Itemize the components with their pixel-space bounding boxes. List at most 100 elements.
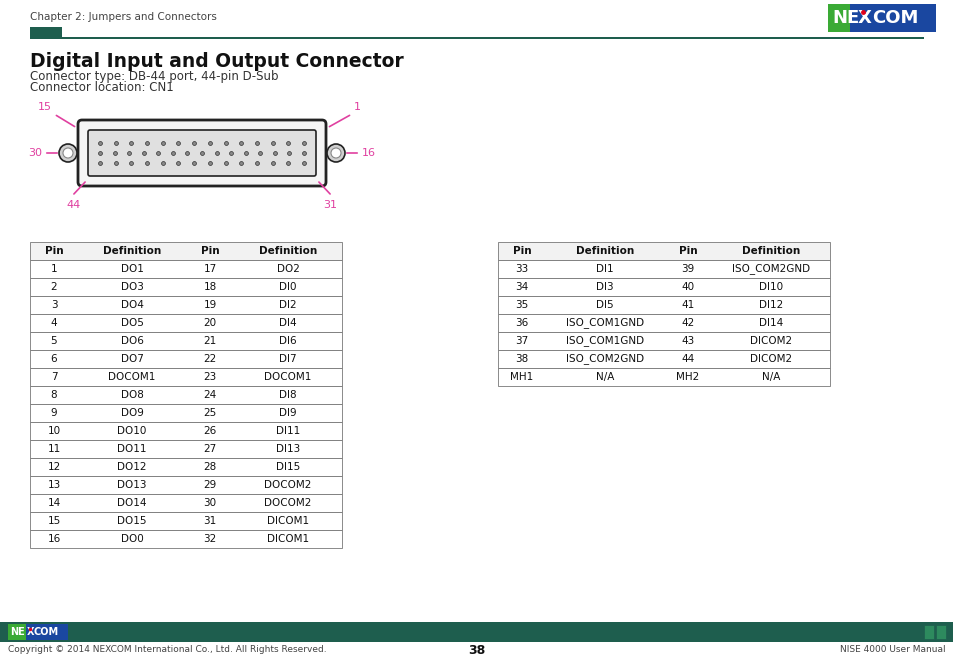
Circle shape bbox=[327, 144, 345, 162]
Text: 19: 19 bbox=[203, 300, 216, 310]
Bar bbox=[30, 278, 341, 296]
Bar bbox=[30, 27, 62, 39]
Text: DICOM1: DICOM1 bbox=[267, 516, 309, 526]
Text: X: X bbox=[27, 627, 34, 637]
Bar bbox=[30, 242, 341, 260]
Bar bbox=[497, 278, 829, 296]
Text: 9: 9 bbox=[51, 408, 57, 418]
Text: DO2: DO2 bbox=[276, 264, 299, 274]
Text: MH2: MH2 bbox=[676, 372, 699, 382]
Text: Pin: Pin bbox=[200, 246, 219, 256]
Text: DOCOM2: DOCOM2 bbox=[264, 480, 312, 490]
Text: ISO_COM1GND: ISO_COM1GND bbox=[565, 335, 643, 347]
Bar bbox=[497, 296, 829, 314]
Text: N/A: N/A bbox=[761, 372, 780, 382]
Text: DI10: DI10 bbox=[759, 282, 782, 292]
Text: DI0: DI0 bbox=[279, 282, 296, 292]
Text: 32: 32 bbox=[203, 534, 216, 544]
Text: DO8: DO8 bbox=[120, 390, 143, 400]
Text: Connector type: DB-44 port, 44-pin D-Sub: Connector type: DB-44 port, 44-pin D-Sub bbox=[30, 70, 278, 83]
Text: 39: 39 bbox=[680, 264, 694, 274]
Text: 1: 1 bbox=[354, 102, 360, 112]
Text: DI1: DI1 bbox=[596, 264, 613, 274]
Text: 28: 28 bbox=[203, 462, 216, 472]
Text: 37: 37 bbox=[515, 336, 528, 346]
Bar bbox=[30, 422, 341, 440]
Bar bbox=[827, 4, 849, 32]
Text: NE: NE bbox=[10, 627, 25, 637]
Text: 18: 18 bbox=[203, 282, 216, 292]
Bar bbox=[30, 458, 341, 476]
Text: Copyright © 2014 NEXCOM International Co., Ltd. All Rights Reserved.: Copyright © 2014 NEXCOM International Co… bbox=[8, 646, 326, 655]
Text: DO4: DO4 bbox=[120, 300, 143, 310]
Bar bbox=[30, 494, 341, 512]
Text: COM: COM bbox=[871, 9, 918, 27]
Text: DI11: DI11 bbox=[275, 426, 300, 436]
Text: Definition: Definition bbox=[103, 246, 161, 256]
Text: 15: 15 bbox=[38, 102, 52, 112]
Bar bbox=[30, 260, 341, 278]
Text: 38: 38 bbox=[515, 354, 528, 364]
Text: 2: 2 bbox=[51, 282, 57, 292]
Text: NE: NE bbox=[831, 9, 859, 27]
Text: Definition: Definition bbox=[258, 246, 316, 256]
Text: 22: 22 bbox=[203, 354, 216, 364]
Text: DO13: DO13 bbox=[117, 480, 147, 490]
Text: 44: 44 bbox=[680, 354, 694, 364]
Text: DOCOM1: DOCOM1 bbox=[109, 372, 155, 382]
Text: 13: 13 bbox=[48, 480, 61, 490]
Text: DO5: DO5 bbox=[120, 318, 143, 328]
Text: 40: 40 bbox=[680, 282, 694, 292]
Text: DI2: DI2 bbox=[279, 300, 296, 310]
Text: DO7: DO7 bbox=[120, 354, 143, 364]
Text: Pin: Pin bbox=[45, 246, 63, 256]
Text: 12: 12 bbox=[48, 462, 61, 472]
Text: ISO_COM1GND: ISO_COM1GND bbox=[565, 318, 643, 329]
Text: DO11: DO11 bbox=[117, 444, 147, 454]
Text: DO1: DO1 bbox=[120, 264, 143, 274]
Bar bbox=[0, 622, 953, 642]
Text: DO14: DO14 bbox=[117, 498, 147, 508]
Text: DICOM2: DICOM2 bbox=[749, 354, 791, 364]
Text: ISO_COM2GND: ISO_COM2GND bbox=[565, 353, 643, 364]
Text: 43: 43 bbox=[680, 336, 694, 346]
Text: 15: 15 bbox=[48, 516, 61, 526]
Bar bbox=[923, 625, 933, 639]
Text: DO6: DO6 bbox=[120, 336, 143, 346]
Bar bbox=[30, 440, 341, 458]
Bar bbox=[497, 332, 829, 350]
Text: 25: 25 bbox=[203, 408, 216, 418]
Bar bbox=[497, 350, 829, 368]
Text: 24: 24 bbox=[203, 390, 216, 400]
Text: 29: 29 bbox=[203, 480, 216, 490]
Bar bbox=[30, 404, 341, 422]
Text: 42: 42 bbox=[680, 318, 694, 328]
Text: 11: 11 bbox=[48, 444, 61, 454]
Bar bbox=[30, 314, 341, 332]
Text: DO0: DO0 bbox=[120, 534, 143, 544]
Text: Connector location: CN1: Connector location: CN1 bbox=[30, 81, 173, 94]
Bar bbox=[497, 314, 829, 332]
Text: 17: 17 bbox=[203, 264, 216, 274]
Text: MH1: MH1 bbox=[510, 372, 533, 382]
Text: DICOM2: DICOM2 bbox=[749, 336, 791, 346]
Bar bbox=[30, 386, 341, 404]
Text: 41: 41 bbox=[680, 300, 694, 310]
Text: DO12: DO12 bbox=[117, 462, 147, 472]
Bar bbox=[8, 624, 68, 640]
Text: 6: 6 bbox=[51, 354, 57, 364]
Text: Chapter 2: Jumpers and Connectors: Chapter 2: Jumpers and Connectors bbox=[30, 12, 216, 22]
Text: ISO_COM2GND: ISO_COM2GND bbox=[731, 263, 809, 274]
Text: DOCOM1: DOCOM1 bbox=[264, 372, 312, 382]
Text: 35: 35 bbox=[515, 300, 528, 310]
Text: 31: 31 bbox=[203, 516, 216, 526]
Circle shape bbox=[63, 148, 73, 158]
Text: DO3: DO3 bbox=[120, 282, 143, 292]
Text: 31: 31 bbox=[323, 200, 336, 210]
Bar bbox=[30, 368, 341, 386]
Text: N/A: N/A bbox=[596, 372, 614, 382]
Bar bbox=[30, 350, 341, 368]
Text: DI5: DI5 bbox=[596, 300, 613, 310]
Text: 1: 1 bbox=[51, 264, 57, 274]
Text: 38: 38 bbox=[468, 644, 485, 657]
